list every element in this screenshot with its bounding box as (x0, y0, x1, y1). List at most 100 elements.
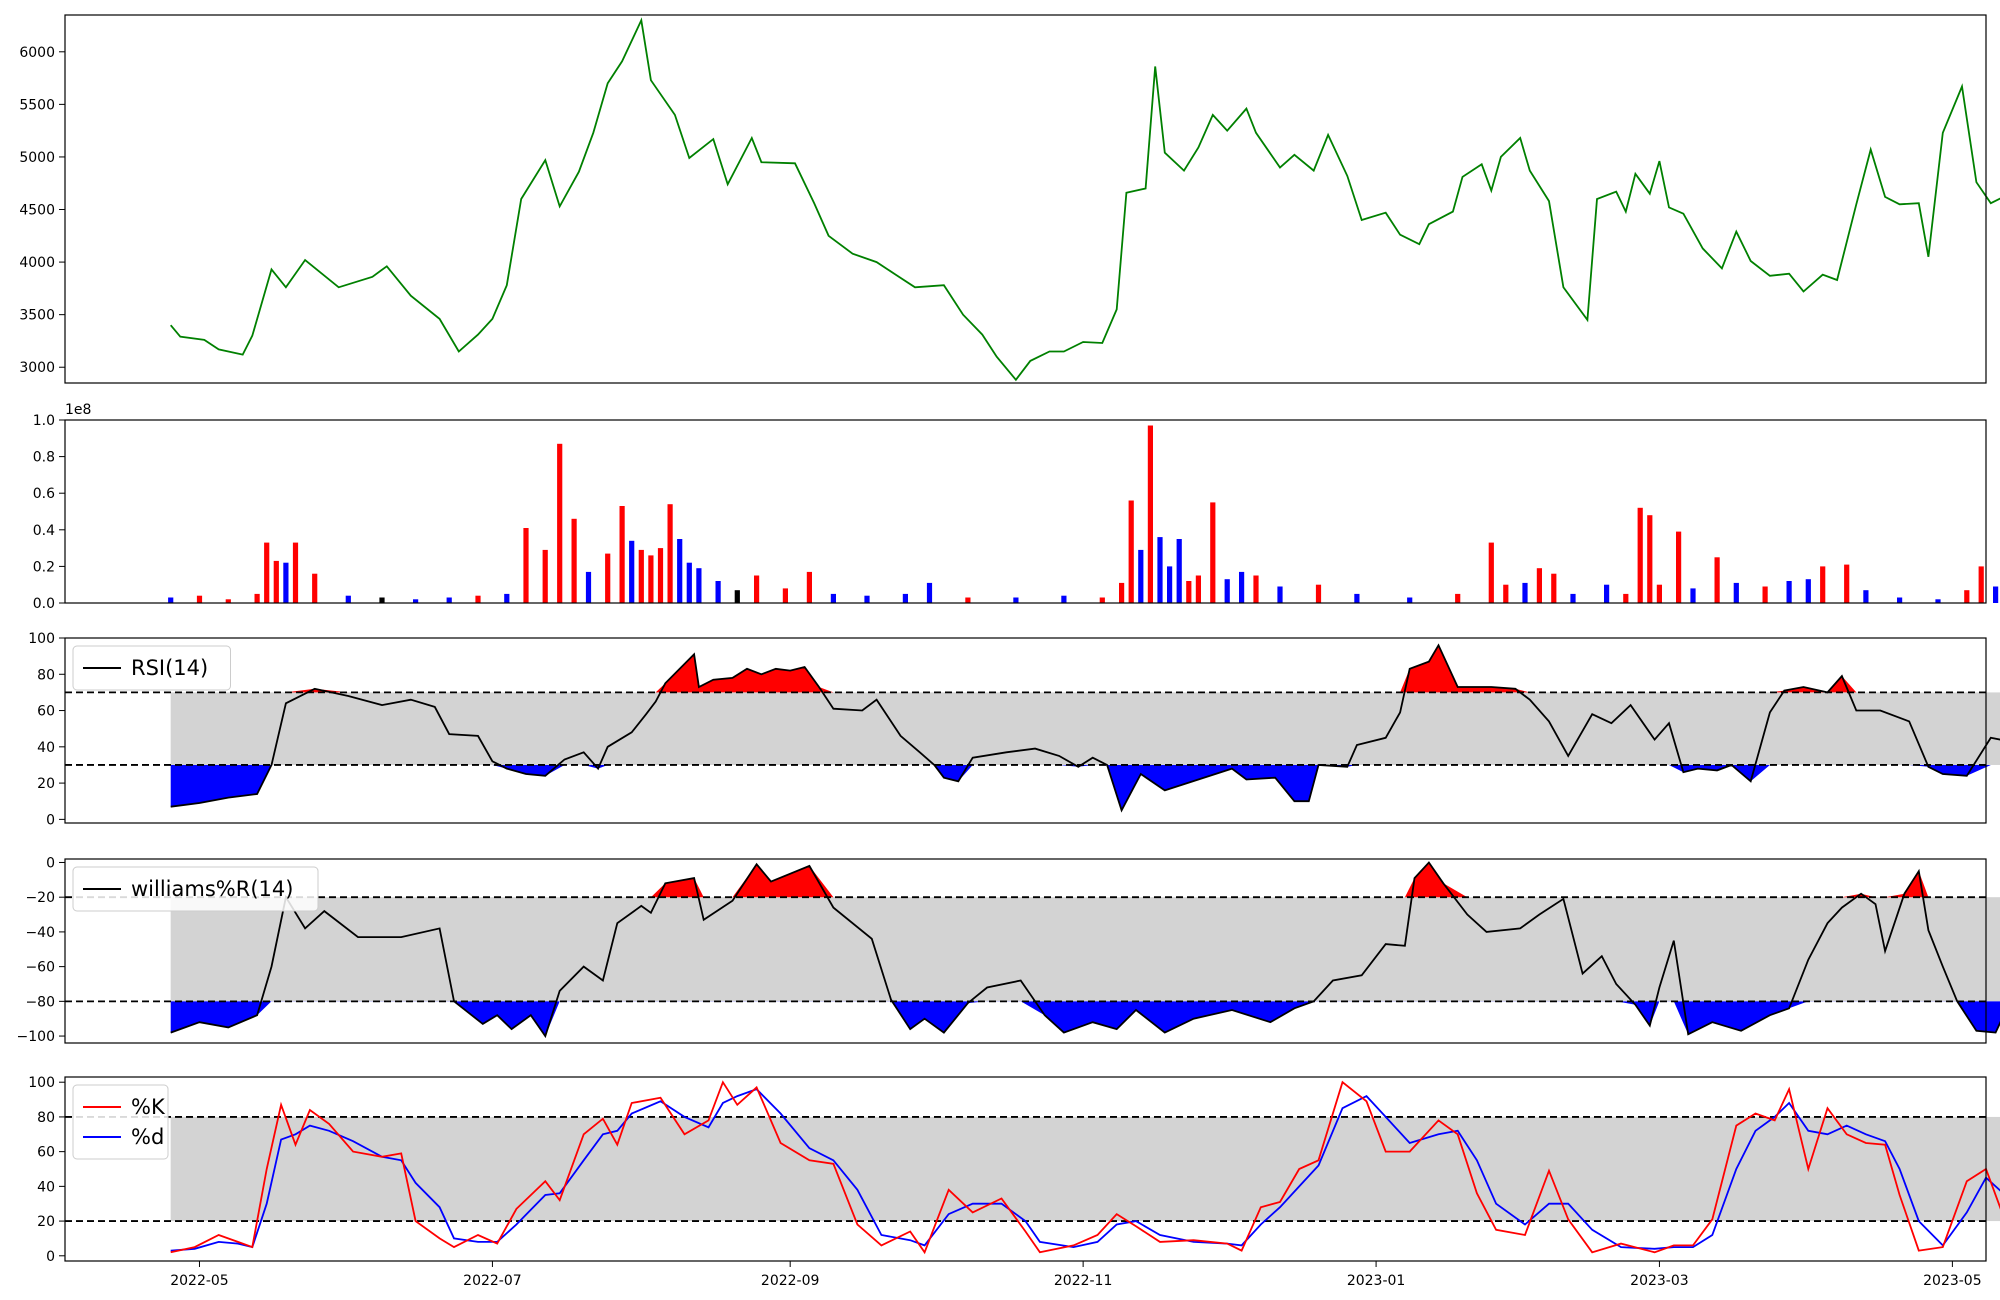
volume-bar-66 (1570, 593, 1576, 603)
legend-box-4 (72, 1084, 169, 1160)
ytick-label-3-4: −80 (25, 994, 55, 1010)
volume-bar-75 (1733, 582, 1739, 603)
volume-bar-82 (1897, 597, 1903, 603)
volume-bar-26 (667, 504, 673, 603)
stochastic-d-line (170, 1088, 2000, 1252)
volume-bar-39 (965, 597, 971, 603)
ytick-label-4-2: 40 (37, 1179, 55, 1195)
ytick-label-0-0: 3000 (19, 360, 55, 376)
axes-frame-2 (64, 637, 1987, 824)
ytick-label-4-4: 80 (37, 1110, 55, 1126)
volume-bar-47 (1157, 537, 1163, 603)
volume-bar-63 (1522, 582, 1528, 603)
volume-bar-83 (1935, 599, 1941, 603)
ytick-label-0-6: 6000 (19, 45, 55, 61)
price-line (170, 17, 2000, 382)
stochastic-neutral-band (170, 1116, 2000, 1222)
volume-bar-62 (1503, 584, 1509, 603)
rsi-line (170, 643, 2000, 813)
volume-bar-79 (1820, 566, 1826, 603)
ytick-label-2-0: 0 (46, 812, 55, 828)
rsi-neutral-band (170, 692, 2000, 765)
volume-bar-27 (677, 539, 683, 603)
ytick-label-0-5: 5500 (19, 97, 55, 113)
volume-bar-78 (1805, 579, 1811, 603)
price-panel: 3000 3500 4000 4500 5000 5500 6000 (19, 14, 2000, 384)
ytick-label-2-4: 80 (37, 667, 55, 683)
volume-bar-25 (657, 548, 664, 603)
volume-bar-34 (806, 571, 812, 603)
volume-bar-10 (379, 597, 385, 603)
axes-frame-1 (64, 419, 1987, 604)
volume-bar-42 (1099, 597, 1105, 603)
volume-bar-31 (734, 590, 740, 603)
volume-bar-77 (1786, 581, 1792, 603)
volume-bar-38 (926, 582, 933, 603)
volume-panel: 1e8 0.0 0.2 0.4 0.6 0.8 1.0 (33, 402, 1999, 612)
xtick-label-6: 2023-05 (1923, 1273, 1982, 1289)
volume-bar-33 (782, 588, 788, 603)
volume-bar-36 (864, 595, 870, 603)
xtick-label-1: 2022-07 (463, 1273, 522, 1289)
volume-bar-64 (1536, 568, 1542, 603)
ytick-label-0-3: 4500 (19, 203, 55, 219)
volume-bar-72 (1676, 531, 1682, 603)
volume-bar-6 (283, 562, 289, 603)
ytick-label-3-3: −60 (25, 960, 55, 976)
legend-label-2-0: RSI(14) (131, 656, 208, 680)
volume-bar-20 (605, 553, 611, 603)
legend-label-4-1: %d (131, 1125, 164, 1149)
volume-bar-65 (1551, 573, 1557, 603)
ytick-label-1-3: 0.6 (33, 486, 55, 502)
volume-bar-14 (504, 593, 510, 603)
volume-bar-22 (629, 540, 635, 603)
volume-bar-41 (1061, 595, 1067, 603)
volume-bar-55 (1253, 575, 1259, 603)
ytick-label-1-2: 0.4 (33, 523, 55, 539)
xtick-label-5: 2023-03 (1630, 1273, 1689, 1289)
volume-bar-86 (1993, 586, 1999, 603)
volume-bar-54 (1239, 571, 1245, 603)
volume-bar-29 (696, 568, 702, 603)
ytick-label-3-2: −40 (25, 925, 55, 941)
ytick-label-2-2: 40 (37, 740, 55, 756)
axes-frame-0 (64, 14, 1987, 384)
volume-bar-49 (1176, 539, 1182, 603)
ytick-label-4-1: 20 (37, 1214, 55, 1230)
volume-bar-24 (648, 555, 654, 603)
volume-bar-35 (830, 593, 836, 603)
volume-bar-30 (715, 581, 721, 603)
ytick-label-4-3: 60 (37, 1145, 55, 1161)
volume-bar-67 (1604, 584, 1610, 603)
volume-bar-45 (1138, 549, 1144, 603)
volume-bar-21 (619, 506, 625, 603)
stochastic-k-line (170, 1080, 2000, 1255)
xtick-label-3: 2022-11 (1054, 1273, 1113, 1289)
rsi-panel: 0 20 40 60 80 100 RSI(14) (28, 631, 2000, 828)
volume-bar-11 (413, 599, 419, 603)
xtick-label-2: 2022-09 (761, 1273, 820, 1289)
volume-bar-73 (1690, 588, 1696, 603)
rsi-overbought-fill (170, 645, 2000, 693)
ytick-label-4-0: 0 (46, 1249, 55, 1265)
ytick-label-3-0: 0 (46, 855, 55, 871)
volume-bar-0 (168, 597, 174, 603)
williams-oversold-fill (170, 1001, 2000, 1037)
volume-bar-1 (196, 595, 203, 603)
williams-panel: 0 −20 −40 −60 −80 −100 williams%R(14) (17, 855, 2000, 1045)
volume-bar-71 (1656, 584, 1662, 603)
ytick-label-1-0: 0.0 (33, 596, 55, 612)
volume-bar-28 (686, 562, 692, 603)
legend-label-3-0: williams%R(14) (131, 877, 293, 901)
volume-bar-3 (254, 593, 260, 603)
legend-box-2 (72, 645, 231, 691)
volume-bar-48 (1167, 566, 1173, 603)
ytick-label-4-5: 100 (28, 1075, 55, 1091)
volume-bar-80 (1844, 564, 1850, 603)
volume-bar-23 (638, 549, 644, 603)
ytick-label-1-1: 0.2 (33, 559, 55, 575)
ytick-label-2-1: 20 (37, 776, 55, 792)
volume-bar-51 (1195, 575, 1201, 603)
axes-frame-4 (64, 1076, 1987, 1262)
volume-bar-17 (557, 443, 563, 603)
